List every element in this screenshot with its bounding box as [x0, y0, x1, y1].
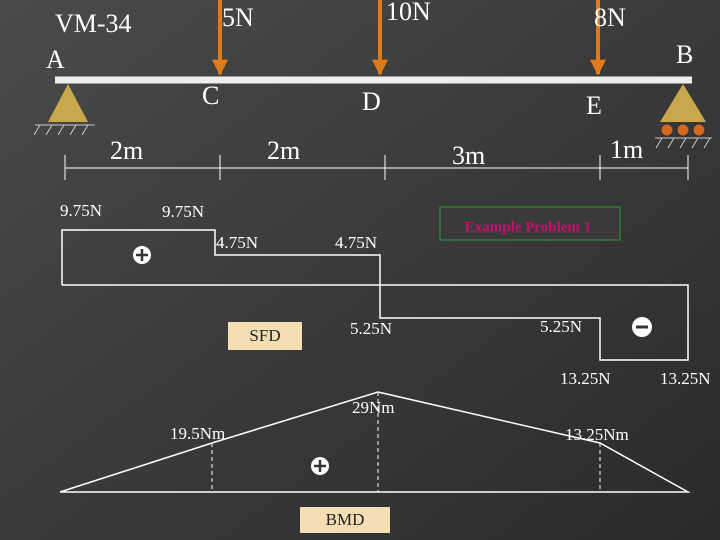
sfd-label: 13.25N	[560, 369, 611, 388]
point-label: D	[362, 87, 381, 116]
support-label: A	[46, 45, 65, 74]
sfd-outline	[61, 229, 689, 361]
bmd-label: 19.5Nm	[170, 424, 225, 443]
sfd-name: SFD	[249, 326, 280, 345]
sfd-box	[228, 322, 302, 350]
sfd-label: 5.25N	[540, 317, 582, 336]
bmd-ordinates	[211, 392, 601, 492]
load-label: 10N	[386, 0, 431, 26]
support-pin	[48, 84, 88, 122]
plus-sign	[311, 457, 329, 475]
bmd-label: 13.25Nm	[565, 425, 629, 444]
support-label: B	[676, 40, 693, 69]
span-label: 2m	[267, 136, 300, 165]
point-label: C	[202, 81, 219, 110]
minus-sign	[632, 317, 652, 337]
sfd-label: 5.25N	[350, 319, 392, 338]
note: Example Problem 1	[465, 219, 591, 235]
sfd-label: 9.75N	[162, 202, 204, 221]
load-label: 8N	[594, 3, 626, 32]
bmd-label: 29Nm	[352, 398, 395, 417]
load-label: 5N	[222, 3, 254, 32]
support-roller	[660, 84, 706, 122]
sfd-label: 4.75N	[216, 233, 258, 252]
bmd-outline	[59, 391, 691, 493]
slide-code: VM-34	[55, 9, 132, 38]
load-arrows	[212, 0, 606, 76]
ground-hatch	[33, 124, 95, 136]
span-label: 3m	[452, 141, 485, 170]
dimension-line	[64, 155, 689, 180]
plus-sign	[133, 246, 151, 264]
bmd-name: BMD	[326, 510, 365, 529]
span-label: 2m	[110, 136, 143, 165]
sfd-label: 4.75N	[335, 233, 377, 252]
rollers	[660, 123, 706, 137]
point-label: E	[586, 91, 602, 120]
note-box	[439, 206, 621, 241]
bmd-box	[300, 507, 390, 533]
sfd-label: 9.75N	[60, 201, 102, 220]
sfd-label: 13.25N	[660, 369, 711, 388]
span-label: 1m	[610, 135, 643, 164]
ground-hatch	[655, 137, 712, 149]
